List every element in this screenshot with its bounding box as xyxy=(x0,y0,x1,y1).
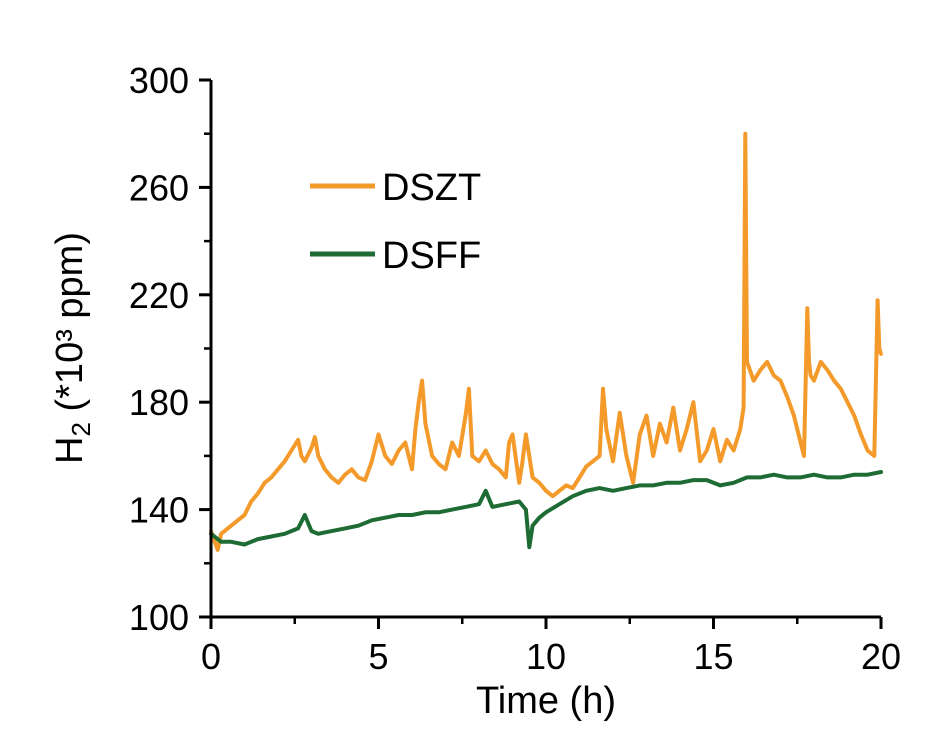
x-tick-label: 10 xyxy=(526,636,566,677)
y-tick-label: 140 xyxy=(129,490,189,531)
legend-label-dszt: DSZT xyxy=(382,167,481,209)
y-tick-label: 100 xyxy=(129,597,189,638)
x-tick-label: 15 xyxy=(693,636,733,677)
y-axis-title-main: H xyxy=(49,437,91,464)
x-tick-label: 5 xyxy=(368,636,388,677)
x-axis-title: Time (h) xyxy=(476,680,616,722)
series-line-dsff xyxy=(209,470,883,550)
y-tick-label: 300 xyxy=(129,60,189,101)
series-line-dszt xyxy=(209,131,883,552)
y-axis-title: H2 (*10³ ppm) xyxy=(49,232,96,464)
x-tick-label: 20 xyxy=(861,636,901,677)
y-tick-label: 260 xyxy=(129,167,189,208)
y-tick-label: 180 xyxy=(129,382,189,423)
x-ticks: 0 5 10 15 20 xyxy=(201,617,901,677)
x-tick-label: 0 xyxy=(201,636,221,677)
y-axis-title-rest: (*10³ ppm) xyxy=(49,232,91,422)
plot-area: 0 5 10 15 20 100 140 180 220 260 300 xyxy=(129,60,901,677)
y-ticks: 100 140 180 220 260 300 xyxy=(129,60,211,638)
y-axis-title-subscript: 2 xyxy=(66,422,96,436)
y-tick-label: 220 xyxy=(129,275,189,316)
legend: DSZT DSFF xyxy=(310,167,481,277)
series-layer xyxy=(209,131,883,552)
legend-label-dsff: DSFF xyxy=(382,235,481,277)
